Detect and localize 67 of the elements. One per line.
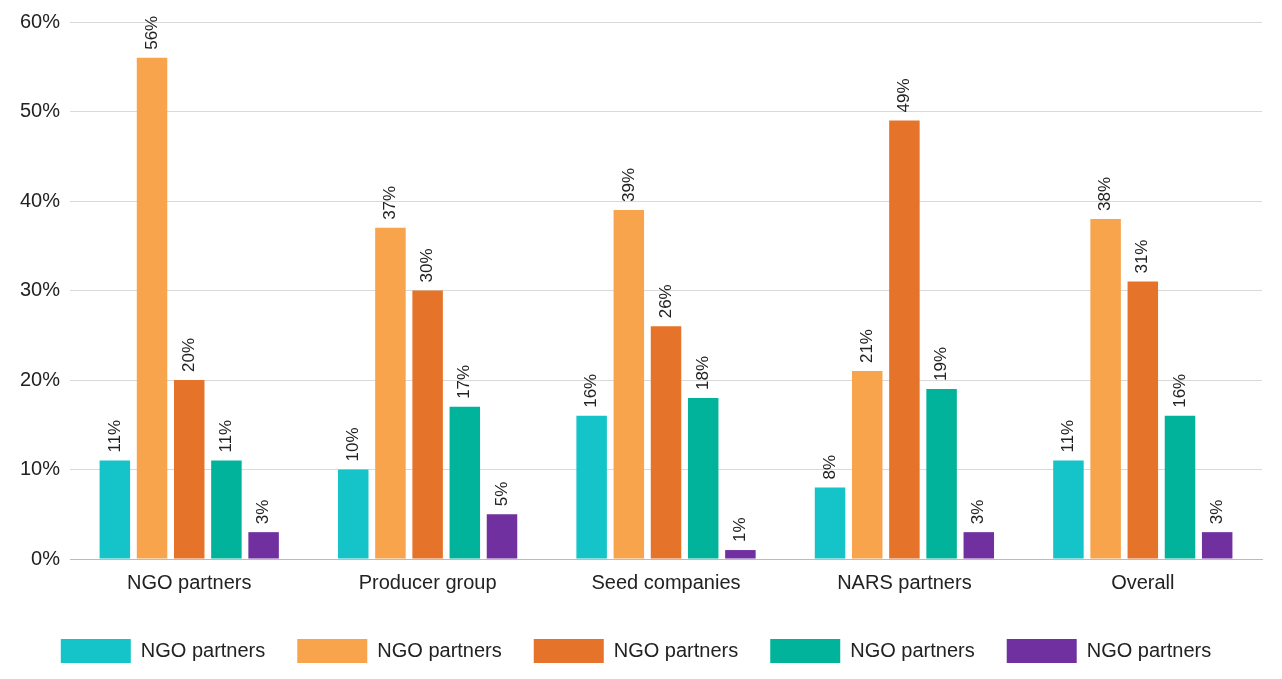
data-label: 49% xyxy=(894,78,914,113)
data-label: 31% xyxy=(1132,239,1152,274)
data-label: 10% xyxy=(342,427,362,462)
y-tick-label: 20% xyxy=(20,367,61,390)
data-label: 20% xyxy=(178,337,198,372)
legend-label: NGO partners xyxy=(377,638,502,661)
data-label: 30% xyxy=(417,248,437,283)
bar xyxy=(687,397,719,559)
x-tick-label: Overall xyxy=(1111,570,1175,593)
bar xyxy=(337,469,369,559)
x-tick-label: NARS partners xyxy=(837,570,972,593)
y-tick-label: 0% xyxy=(31,546,61,569)
data-label: 11% xyxy=(104,419,124,453)
bar xyxy=(449,406,481,559)
bar xyxy=(926,388,957,559)
data-label: 26% xyxy=(655,284,675,319)
x-tick-label: Seed companies xyxy=(591,570,741,593)
bar xyxy=(1201,532,1233,559)
bar xyxy=(889,120,920,559)
data-label: 11% xyxy=(216,419,236,453)
data-label: 17% xyxy=(454,364,474,399)
legend-label: NGO partners xyxy=(140,638,266,661)
data-label: 3% xyxy=(1206,499,1226,525)
bar xyxy=(99,460,131,559)
data-label: 21% xyxy=(856,329,876,364)
bar xyxy=(814,487,846,559)
data-label: 11% xyxy=(1058,419,1078,453)
data-label: 3% xyxy=(968,499,988,525)
bar xyxy=(576,415,607,559)
data-label: 3% xyxy=(253,499,273,525)
bar xyxy=(851,371,883,559)
y-tick-label: 10% xyxy=(20,457,61,480)
legend-label: NGO partners xyxy=(1086,638,1212,661)
data-label: 8% xyxy=(819,454,839,480)
bar xyxy=(248,532,279,559)
bar xyxy=(1127,281,1159,559)
legend-label: NGO partners xyxy=(613,638,739,661)
bar xyxy=(486,514,518,559)
x-tick-label: Producer group xyxy=(358,570,497,593)
bar xyxy=(1164,415,1196,559)
bar xyxy=(963,532,995,559)
data-label: 18% xyxy=(692,355,712,390)
bar xyxy=(136,57,168,559)
bar xyxy=(725,550,756,559)
data-label: 16% xyxy=(1169,373,1189,408)
bar xyxy=(650,326,682,559)
bar xyxy=(1053,460,1084,559)
bar xyxy=(375,227,406,559)
bar xyxy=(1090,218,1121,559)
y-tick-label: 60% xyxy=(20,9,61,32)
bar xyxy=(173,380,205,559)
bar xyxy=(412,290,443,559)
data-label: 39% xyxy=(618,167,638,202)
data-label: 37% xyxy=(380,185,400,220)
y-tick-label: 30% xyxy=(20,278,61,301)
data-label: 19% xyxy=(931,346,951,381)
data-label: 38% xyxy=(1095,176,1115,211)
bar xyxy=(211,460,242,559)
y-tick-label: 40% xyxy=(20,188,61,211)
data-label: 16% xyxy=(581,373,601,408)
y-tick-label: 50% xyxy=(20,99,61,122)
legend-label: NGO partners xyxy=(850,638,975,661)
data-label: 5% xyxy=(491,481,511,507)
data-label: 56% xyxy=(141,15,161,50)
bar xyxy=(613,209,645,559)
data-label: 1% xyxy=(730,517,750,543)
x-tick-label: NGO partners xyxy=(126,570,252,593)
